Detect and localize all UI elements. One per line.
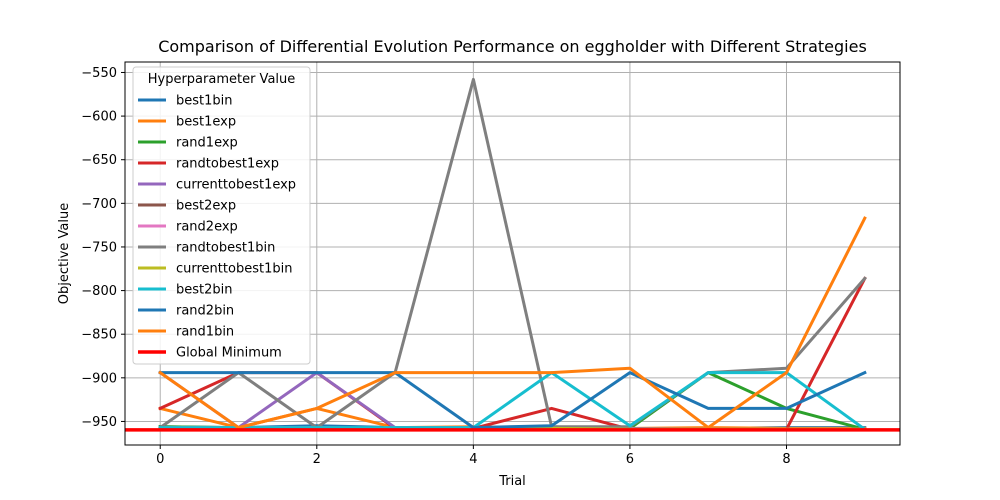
legend-label: randtobest1bin [176,241,275,256]
y-tick-label: −900 [81,371,117,386]
legend-item: rand1exp [138,136,238,151]
x-tick-label: 6 [626,452,634,467]
legend-label: rand2bin [176,304,234,319]
y-tick-label: −700 [81,197,117,212]
legend-label: randtobest1exp [176,157,279,172]
legend-box [132,66,311,365]
chart-title: Comparison of Differential Evolution Per… [158,37,867,56]
legend-label: rand2exp [176,220,238,235]
y-tick-label: −850 [81,328,117,343]
legend-item: randtobest1exp [138,157,279,172]
legend-label: currenttobest1exp [176,178,296,193]
plot-area [124,61,901,446]
legend-title: Hyperparameter Value [148,72,296,87]
y-tick-label: −950 [81,415,117,430]
legend-item: currenttobest1bin [138,262,292,277]
legend-item: best2bin [138,283,233,298]
legend-item: rand2exp [138,220,238,235]
legend-label: best2bin [176,283,233,298]
y-tick-label: −750 [81,240,117,255]
x-tick-label: 0 [156,452,164,467]
y-tick-label: −650 [81,153,117,168]
x-axis-ticks: 0 2 4 6 8 [156,445,791,467]
legend-item: randtobest1bin [138,241,275,256]
series-line-rand2bin [158,370,867,430]
legend-item: currenttobest1exp [138,178,296,193]
y-axis-ticks: −950 −900 −850 −800 −750 −700 −650 −600 −550 [81,66,125,430]
legend-item: Global Minimum [138,346,282,361]
legend-label: rand1exp [176,136,238,151]
legend-label: best1exp [176,115,236,130]
legend: Hyperparameter Value best1bin best1exp ran… [132,66,311,365]
legend-item: rand2bin [138,304,234,319]
y-tick-label: −550 [81,66,117,81]
legend-item: best1exp [138,115,236,130]
series-line-rand1bin [158,216,867,430]
y-tick-label: −800 [81,284,117,299]
series-line-randtobest1bin [158,77,867,430]
plot-lines [125,77,900,432]
y-tick-label: −600 [81,110,117,125]
legend-label: currenttobest1bin [176,262,292,277]
legend-item: rand1bin [138,325,234,340]
legend-label: rand1bin [176,325,234,340]
legend-item: best1bin [138,94,233,109]
legend-label: Global Minimum [176,346,282,361]
x-axis-label: Trial [498,474,526,489]
legend-item: best2exp [138,199,236,214]
x-tick-label: 2 [313,452,321,467]
x-tick-label: 8 [782,452,790,467]
y-axis-label: Objective Value [57,203,72,304]
legend-label: best1bin [176,94,233,109]
series-line-best2bin [158,371,867,432]
x-tick-label: 4 [469,452,477,467]
legend-label: best2exp [176,199,236,214]
